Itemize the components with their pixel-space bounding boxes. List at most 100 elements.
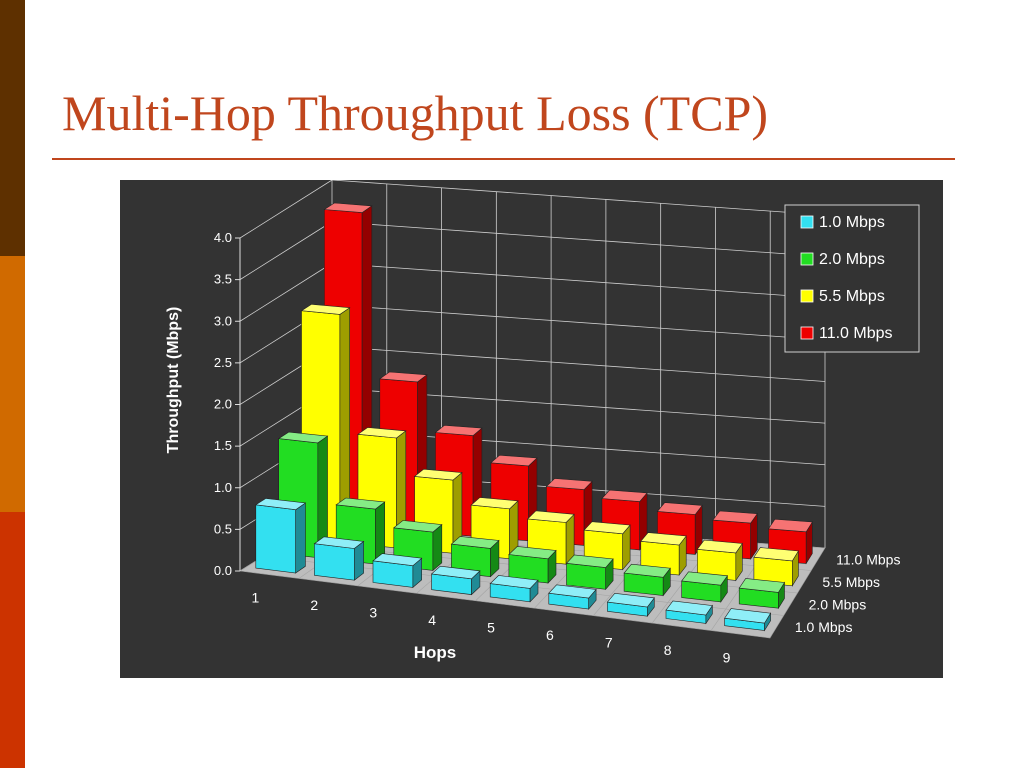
bar-top bbox=[623, 563, 671, 578]
bar bbox=[738, 578, 786, 610]
y-tick-label: 2.5 bbox=[214, 355, 232, 370]
depth-axis: 1.0 Mbps 2.0 Mbps 5.5 Mbps 11.0 Mbps bbox=[795, 551, 901, 635]
bar-top bbox=[738, 578, 786, 593]
x-tick-label: 1 bbox=[252, 590, 260, 606]
bar bbox=[753, 547, 799, 587]
x-tick-label: 7 bbox=[605, 634, 613, 650]
bar-top bbox=[490, 454, 538, 467]
bar-top bbox=[665, 600, 713, 616]
y-tick-label: 0.0 bbox=[214, 563, 232, 578]
x-axis: 1 2 3 4 5 6 7 8 9 Hops bbox=[252, 590, 731, 666]
legend-swatch bbox=[800, 326, 814, 340]
bar-side bbox=[295, 502, 306, 574]
bar-top bbox=[277, 431, 329, 444]
legend-item: 11.0 Mbps bbox=[800, 325, 893, 342]
bar-top bbox=[724, 608, 772, 624]
bar bbox=[623, 563, 671, 597]
bar-top bbox=[372, 553, 423, 567]
gridline-side bbox=[239, 262, 333, 322]
accent-stripe-top bbox=[0, 0, 25, 256]
gridline-side bbox=[239, 221, 333, 280]
bar-front bbox=[255, 504, 296, 574]
bar-top bbox=[393, 520, 443, 533]
gridline-back bbox=[331, 304, 826, 341]
bar bbox=[565, 554, 614, 591]
y-tick-label: 1.0 bbox=[214, 480, 232, 495]
y-axis-title: Throughput (Mbps) bbox=[165, 307, 182, 454]
bar-top bbox=[753, 547, 799, 562]
bar-top bbox=[335, 497, 386, 510]
bar-top bbox=[565, 554, 614, 568]
x-tick-label: 3 bbox=[369, 605, 377, 621]
bar-top bbox=[696, 539, 743, 554]
legend-label: 5.5 Mbps bbox=[819, 288, 885, 305]
bar-top bbox=[378, 371, 428, 383]
bar bbox=[372, 553, 423, 589]
legend-swatch bbox=[800, 252, 814, 266]
depth-tick-label: 2.0 Mbps bbox=[809, 596, 867, 612]
gridline-back bbox=[331, 346, 826, 382]
gridline-back bbox=[331, 180, 826, 216]
bar bbox=[696, 539, 743, 582]
y-tick-label: 4.0 bbox=[214, 230, 232, 245]
bar bbox=[489, 575, 539, 603]
legend-swatch bbox=[800, 289, 814, 303]
bar-top bbox=[508, 546, 557, 560]
slide-title: Multi-Hop Throughput Loss (TCP) bbox=[62, 85, 769, 141]
bar bbox=[606, 592, 655, 618]
depth-tick-label: 5.5 Mbps bbox=[822, 574, 880, 590]
legend-item: 5.5 Mbps bbox=[800, 288, 885, 305]
bar-top bbox=[712, 510, 758, 524]
x-tick-label: 8 bbox=[664, 642, 672, 658]
chart-panel: 0.0 0.5 1.0 1.5 2.0 2.5 3.0 3.5 4.0 1 2 3 4 5 6 7 8 9 Hops… bbox=[120, 180, 943, 678]
gridline-back bbox=[331, 221, 826, 258]
legend-swatch bbox=[800, 215, 814, 229]
bars bbox=[254, 202, 813, 632]
gridline-side bbox=[239, 180, 333, 239]
bar-top bbox=[489, 575, 539, 589]
bar-top bbox=[430, 565, 481, 580]
bar-top bbox=[413, 468, 463, 481]
bar-top bbox=[323, 202, 373, 213]
bar-top bbox=[450, 536, 500, 549]
bar-top bbox=[656, 502, 703, 515]
bar-top bbox=[434, 424, 483, 436]
bar-top bbox=[313, 536, 365, 549]
accent-stripe-middle bbox=[0, 256, 25, 512]
gridline-back bbox=[331, 262, 826, 299]
bar bbox=[548, 584, 597, 610]
accent-stripe-bottom bbox=[0, 512, 25, 768]
x-tick-label: 9 bbox=[723, 649, 731, 665]
legend: 1.0 Mbps 2.0 Mbps 5.5 Mbps 11.0 Mbps bbox=[784, 204, 920, 353]
x-tick-label: 2 bbox=[310, 597, 318, 613]
bar bbox=[313, 536, 365, 581]
y-tick-label: 3.0 bbox=[214, 313, 232, 328]
legend-label: 11.0 Mbps bbox=[819, 325, 893, 342]
bar bbox=[724, 608, 772, 632]
bar-top bbox=[470, 497, 519, 510]
bar-front bbox=[314, 543, 355, 581]
bar bbox=[254, 498, 307, 574]
depth-tick-label: 11.0 Mbps bbox=[836, 551, 900, 567]
bar-top bbox=[300, 303, 351, 315]
y-tick-label: 1.5 bbox=[214, 438, 232, 453]
depth-tick-label: 1.0 Mbps bbox=[795, 619, 853, 635]
bar bbox=[508, 546, 557, 584]
y-tick-label: 3.5 bbox=[214, 272, 232, 287]
y-tick-label: 2.0 bbox=[214, 397, 232, 412]
bar bbox=[430, 565, 481, 596]
bar-top bbox=[606, 592, 655, 608]
legend-label: 2.0 Mbps bbox=[819, 251, 885, 268]
y-axis: 0.0 0.5 1.0 1.5 2.0 2.5 3.0 3.5 4.0 bbox=[214, 230, 241, 578]
throughput-3d-bar-chart: 0.0 0.5 1.0 1.5 2.0 2.5 3.0 3.5 4.0 1 2 3 4 5 6 7 8 9 Hops… bbox=[165, 180, 920, 666]
legend-item: 2.0 Mbps bbox=[800, 251, 885, 268]
legend-label: 1.0 Mbps bbox=[819, 214, 885, 231]
x-tick-label: 6 bbox=[546, 627, 554, 643]
bar-top bbox=[601, 489, 648, 502]
bar-top bbox=[583, 521, 631, 535]
bar-top bbox=[545, 478, 593, 490]
bar-top bbox=[357, 427, 407, 439]
legend-item: 1.0 Mbps bbox=[800, 214, 885, 231]
x-tick-label: 5 bbox=[487, 620, 495, 636]
title-rule bbox=[52, 158, 955, 160]
